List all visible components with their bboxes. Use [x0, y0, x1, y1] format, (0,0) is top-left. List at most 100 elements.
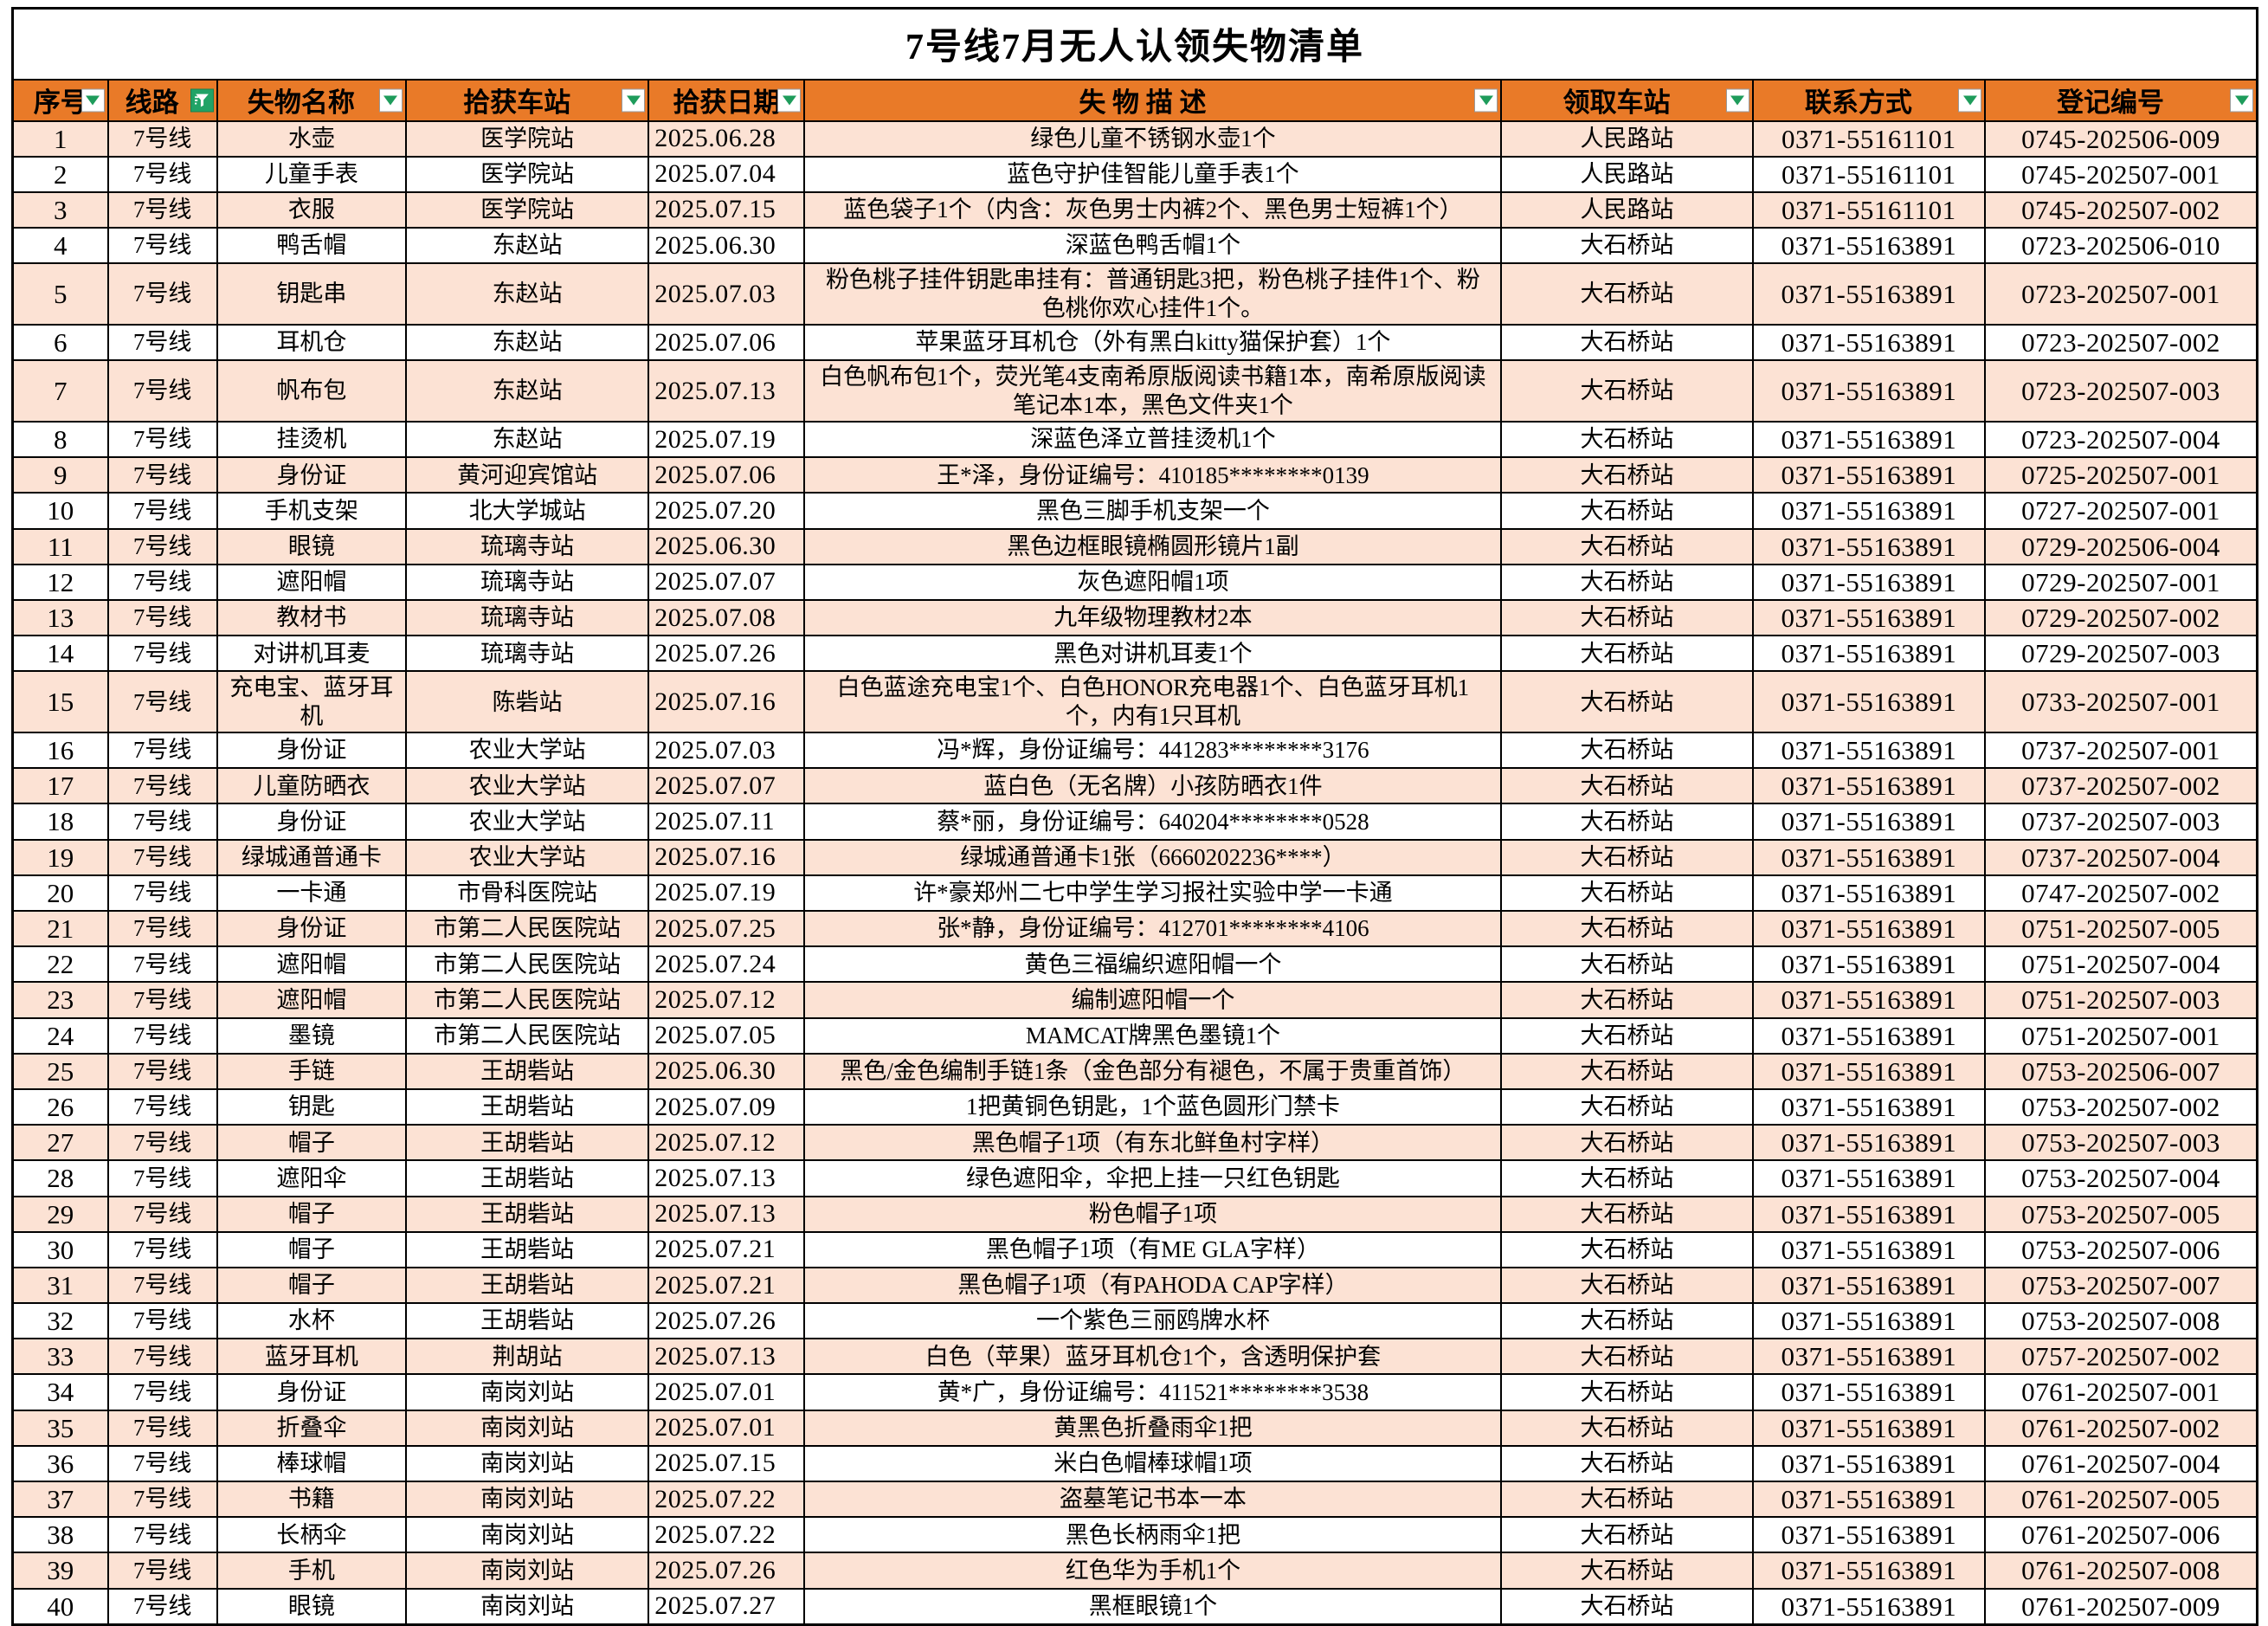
cell-seq[interactable]: 7: [11, 359, 109, 423]
cell-item[interactable]: 绿城通普通卡: [216, 838, 407, 876]
cell-found_station[interactable]: 琉璃寺站: [404, 563, 650, 601]
cell-description[interactable]: 粉色帽子1项: [803, 1195, 1503, 1233]
cell-description[interactable]: 深蓝色泽立普挂烫机1个: [803, 420, 1503, 459]
cell-seq[interactable]: 21: [11, 910, 109, 948]
cell-claim_station[interactable]: 大石桥站: [1500, 598, 1754, 637]
cell-claim_station[interactable]: 大石桥站: [1500, 420, 1754, 459]
cell-found_date[interactable]: 2025.07.16: [648, 670, 806, 734]
cell-found_date[interactable]: 2025.07.03: [648, 732, 806, 770]
cell-reg_no[interactable]: 0761-202507-009: [1984, 1587, 2258, 1626]
cell-item[interactable]: 身份证: [216, 803, 407, 841]
cell-found_date[interactable]: 2025.07.07: [648, 767, 806, 805]
cell-seq[interactable]: 18: [11, 803, 109, 841]
cell-seq[interactable]: 24: [11, 1016, 109, 1055]
cell-seq[interactable]: 30: [11, 1230, 109, 1268]
cell-claim_station[interactable]: 大石桥站: [1500, 1373, 1754, 1411]
cell-reg_no[interactable]: 0725-202507-001: [1984, 456, 2258, 494]
cell-found_date[interactable]: 2025.07.13: [648, 1159, 806, 1197]
cell-found_date[interactable]: 2025.07.01: [648, 1373, 806, 1411]
cell-item[interactable]: 鸭舌帽: [216, 227, 407, 265]
cell-found_date[interactable]: 2025.07.06: [648, 456, 806, 494]
cell-line[interactable]: 7号线: [106, 1481, 218, 1519]
cell-seq[interactable]: 2: [11, 155, 109, 193]
cell-claim_station[interactable]: 大石桥站: [1500, 1266, 1754, 1305]
cell-line[interactable]: 7号线: [106, 527, 218, 565]
cell-contact[interactable]: 0371-55163891: [1751, 1124, 1987, 1162]
cell-reg_no[interactable]: 0733-202507-001: [1984, 670, 2258, 734]
cell-seq[interactable]: 40: [11, 1587, 109, 1626]
cell-found_station[interactable]: 市第二人民医院站: [404, 981, 650, 1019]
cell-description[interactable]: 白色蓝途充电宝1个、白色HONOR充电器1个、白色蓝牙耳机1个，内有1只耳机: [803, 670, 1503, 734]
cell-contact[interactable]: 0371-55163891: [1751, 1302, 1987, 1340]
filter-dropdown-icon[interactable]: [81, 88, 105, 112]
cell-found_date[interactable]: 2025.07.08: [648, 598, 806, 637]
cell-claim_station[interactable]: 大石桥站: [1500, 456, 1754, 494]
cell-seq[interactable]: 28: [11, 1159, 109, 1197]
cell-found_station[interactable]: 王胡砦站: [404, 1087, 650, 1126]
cell-seq[interactable]: 8: [11, 420, 109, 459]
column-header-contact[interactable]: 联系方式: [1751, 78, 1987, 122]
cell-description[interactable]: 苹果蓝牙耳机仓（外有黑白kitty猫保护套）1个: [803, 324, 1503, 362]
cell-found_date[interactable]: 2025.07.20: [648, 492, 806, 530]
cell-line[interactable]: 7号线: [106, 1552, 218, 1590]
cell-found_station[interactable]: 王胡砦站: [404, 1230, 650, 1268]
cell-seq[interactable]: 6: [11, 324, 109, 362]
cell-contact[interactable]: 0371-55163891: [1751, 803, 1987, 841]
cell-seq[interactable]: 10: [11, 492, 109, 530]
cell-contact[interactable]: 0371-55163891: [1751, 1373, 1987, 1411]
cell-description[interactable]: 白色（苹果）蓝牙耳机仓1个，含透明保护套: [803, 1338, 1503, 1376]
cell-contact[interactable]: 0371-55163891: [1751, 598, 1987, 637]
cell-item[interactable]: 身份证: [216, 732, 407, 770]
cell-claim_station[interactable]: 大石桥站: [1500, 1230, 1754, 1268]
cell-found_date[interactable]: 2025.07.24: [648, 945, 806, 984]
cell-contact[interactable]: 0371-55163891: [1751, 1444, 1987, 1483]
cell-reg_no[interactable]: 0729-202507-003: [1984, 635, 2258, 673]
cell-contact[interactable]: 0371-55163891: [1751, 874, 1987, 913]
cell-item[interactable]: 一卡通: [216, 874, 407, 913]
cell-item[interactable]: 帽子: [216, 1230, 407, 1268]
cell-line[interactable]: 7号线: [106, 119, 218, 158]
cell-found_station[interactable]: 陈砦站: [404, 670, 650, 734]
cell-reg_no[interactable]: 0751-202507-003: [1984, 981, 2258, 1019]
cell-description[interactable]: 灰色遮阳帽1项: [803, 563, 1503, 601]
cell-reg_no[interactable]: 0761-202507-004: [1984, 1444, 2258, 1483]
cell-seq[interactable]: 31: [11, 1266, 109, 1305]
cell-line[interactable]: 7号线: [106, 1444, 218, 1483]
cell-reg_no[interactable]: 0745-202507-001: [1984, 155, 2258, 193]
cell-description[interactable]: 一个紫色三丽鸥牌水杯: [803, 1302, 1503, 1340]
cell-claim_station[interactable]: 大石桥站: [1500, 1552, 1754, 1590]
cell-contact[interactable]: 0371-55163891: [1751, 945, 1987, 984]
cell-claim_station[interactable]: 大石桥站: [1500, 1516, 1754, 1554]
column-header-found_date[interactable]: 拾获日期: [648, 78, 806, 122]
cell-reg_no[interactable]: 0761-202507-002: [1984, 1409, 2258, 1447]
cell-contact[interactable]: 0371-55163891: [1751, 1230, 1987, 1268]
cell-found_date[interactable]: 2025.07.22: [648, 1481, 806, 1519]
cell-description[interactable]: 白色帆布包1个，荧光笔4支南希原版阅读书籍1本，南希原版阅读笔记本1本，黑色文件…: [803, 359, 1503, 423]
cell-found_station[interactable]: 医学院站: [404, 119, 650, 158]
cell-seq[interactable]: 16: [11, 732, 109, 770]
cell-claim_station[interactable]: 大石桥站: [1500, 910, 1754, 948]
cell-seq[interactable]: 4: [11, 227, 109, 265]
cell-description[interactable]: 许*豪郑州二七中学生学习报社实验中学一卡通: [803, 874, 1503, 913]
cell-contact[interactable]: 0371-55163891: [1751, 563, 1987, 601]
cell-line[interactable]: 7号线: [106, 874, 218, 913]
cell-item[interactable]: 充电宝、蓝牙耳机: [216, 670, 407, 734]
cell-seq[interactable]: 34: [11, 1373, 109, 1411]
cell-line[interactable]: 7号线: [106, 910, 218, 948]
cell-item[interactable]: 折叠伞: [216, 1409, 407, 1447]
column-header-found_station[interactable]: 拾获车站: [404, 78, 650, 122]
cell-claim_station[interactable]: 大石桥站: [1500, 563, 1754, 601]
cell-description[interactable]: 绿色儿童不锈钢水壶1个: [803, 119, 1503, 158]
cell-line[interactable]: 7号线: [106, 981, 218, 1019]
cell-claim_station[interactable]: 大石桥站: [1500, 1302, 1754, 1340]
cell-found_station[interactable]: 东赵站: [404, 262, 650, 326]
filter-dropdown-icon[interactable]: [2230, 88, 2253, 112]
cell-line[interactable]: 7号线: [106, 838, 218, 876]
cell-claim_station[interactable]: 人民路站: [1500, 155, 1754, 193]
cell-description[interactable]: 1把黄铜色钥匙，1个蓝色圆形门禁卡: [803, 1087, 1503, 1126]
cell-description[interactable]: 米白色帽棒球帽1项: [803, 1444, 1503, 1483]
cell-description[interactable]: 黄色三福编织遮阳帽一个: [803, 945, 1503, 984]
cell-contact[interactable]: 0371-55163891: [1751, 1087, 1987, 1126]
cell-reg_no[interactable]: 0737-202507-001: [1984, 732, 2258, 770]
cell-reg_no[interactable]: 0737-202507-003: [1984, 803, 2258, 841]
